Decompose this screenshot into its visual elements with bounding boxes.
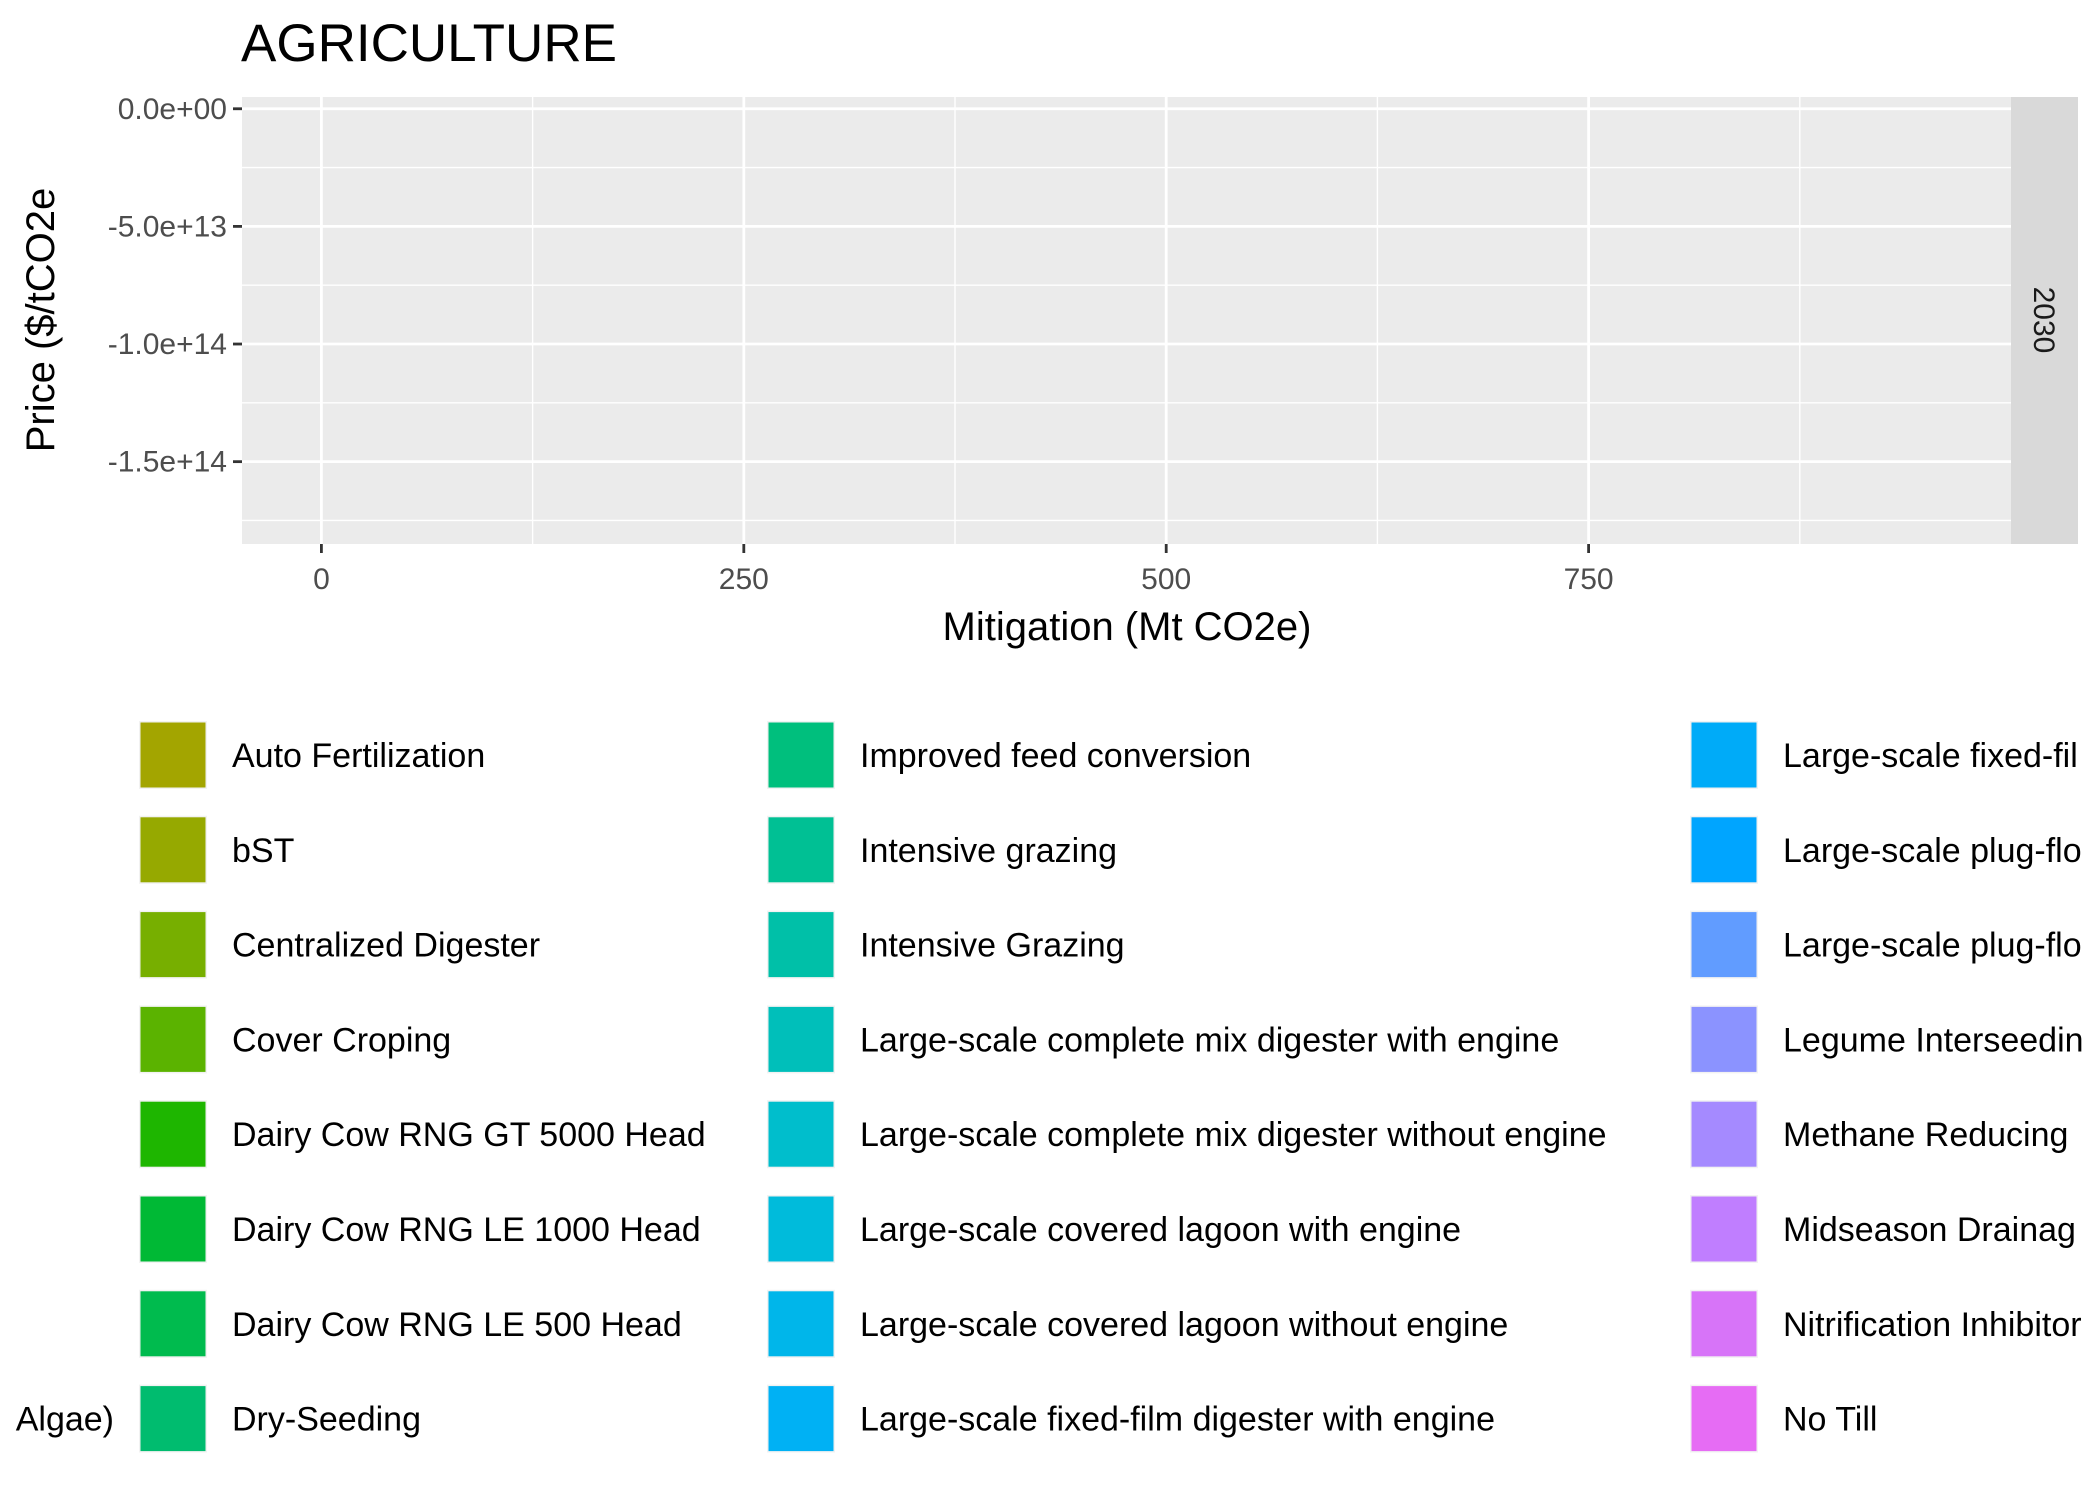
y-tick-label: -1.0e+14 [108, 328, 227, 361]
legend-key-swatch [140, 1006, 206, 1072]
legend-label: Intensive grazing [860, 832, 1117, 870]
legend-label: Dry-Seeding [232, 1401, 421, 1439]
legend-label: No Till [1783, 1401, 1877, 1439]
legend-key-swatch [140, 817, 206, 883]
legend-label: Dairy Cow RNG LE 1000 Head [232, 1211, 701, 1249]
legend-label: Midseason Drainag [1783, 1211, 2076, 1249]
legend-label: Large-scale covered lagoon with engine [860, 1211, 1461, 1249]
legend-label: Methane Reducing [1783, 1116, 2068, 1154]
legend-key-swatch [768, 722, 834, 788]
legend-label: bST [232, 832, 294, 870]
legend-label: Large-scale complete mix digester withou… [860, 1116, 1607, 1154]
facet-label: 2030 [2027, 287, 2060, 354]
legend-key-swatch [1691, 817, 1757, 883]
x-axis: 0 250 500 750 [313, 544, 1614, 596]
x-axis-title: Mitigation (Mt CO2e) [943, 605, 1312, 649]
legend-key-swatch [1691, 912, 1757, 978]
y-axis: 0.0e+00 -5.0e+13 -1.0e+14 -1.5e+14 [108, 93, 242, 479]
facet-strip: 2030 [2011, 97, 2078, 544]
legend-key-swatch [1691, 1291, 1757, 1357]
legend-label: Large-scale fixed-fil [1783, 737, 2078, 775]
gridlines [242, 97, 2011, 544]
legend-label: Dairy Cow RNG GT 5000 Head [232, 1116, 706, 1154]
legend-key-swatch [768, 1006, 834, 1072]
x-tick-label: 750 [1564, 563, 1614, 596]
legend-key-swatch [140, 1196, 206, 1262]
facet-strip-background [2011, 97, 2078, 544]
x-tick-label: 0 [313, 563, 330, 596]
panel-background [242, 97, 2011, 544]
legend-label: Intensive Grazing [860, 927, 1125, 965]
chart-title: AGRICULTURE [241, 14, 617, 73]
legend-key-swatch [768, 817, 834, 883]
legend-label: Improved feed conversion [860, 737, 1251, 775]
y-tick-label: 0.0e+00 [118, 93, 227, 126]
y-axis-title: Price ($/tCO2e [19, 188, 63, 453]
legend-key-swatch [140, 1386, 206, 1452]
legend-key-swatch [768, 912, 834, 978]
legend-label: Large-scale complete mix digester with e… [860, 1021, 1559, 1059]
legend-label: Large-scale fixed-film digester with eng… [860, 1401, 1495, 1439]
legend-label: Algae) [16, 1401, 114, 1439]
legend-key-swatch [768, 1196, 834, 1262]
legend-key-swatch [768, 1386, 834, 1452]
legend-label: Large-scale covered lagoon without engin… [860, 1306, 1508, 1344]
legend-label: Cover Croping [232, 1021, 451, 1059]
legend-label: Large-scale plug-flo [1783, 832, 2082, 870]
legend-key-swatch [1691, 1386, 1757, 1452]
legend-key-swatch [140, 722, 206, 788]
legend-key-swatch [768, 1101, 834, 1167]
legend-key-swatch [140, 912, 206, 978]
plot-panel [242, 97, 2011, 544]
legend: Algae) Auto Fertilization bST Centralized D… [16, 721, 2084, 1453]
legend-label: Auto Fertilization [232, 737, 485, 775]
x-tick-label: 500 [1141, 563, 1191, 596]
legend-key-swatch [140, 1291, 206, 1357]
legend-label: Legume Interseedin [1783, 1021, 2084, 1059]
legend-key-swatch [1691, 722, 1757, 788]
legend-key-swatch [1691, 1196, 1757, 1262]
y-tick-label: -1.5e+14 [108, 446, 227, 479]
legend-key-swatch [768, 1291, 834, 1357]
x-tick-label: 250 [719, 563, 769, 596]
legend-label: Nitrification Inhibitor [1783, 1306, 2082, 1344]
legend-label: Large-scale plug-flo [1783, 927, 2082, 965]
legend-label: Centralized Digester [232, 927, 540, 965]
legend-key-swatch [140, 1101, 206, 1167]
y-tick-label: -5.0e+13 [108, 210, 227, 243]
legend-key-swatch [1691, 1101, 1757, 1167]
legend-label: Dairy Cow RNG LE 500 Head [232, 1306, 682, 1344]
legend-key-swatch [1691, 1006, 1757, 1072]
